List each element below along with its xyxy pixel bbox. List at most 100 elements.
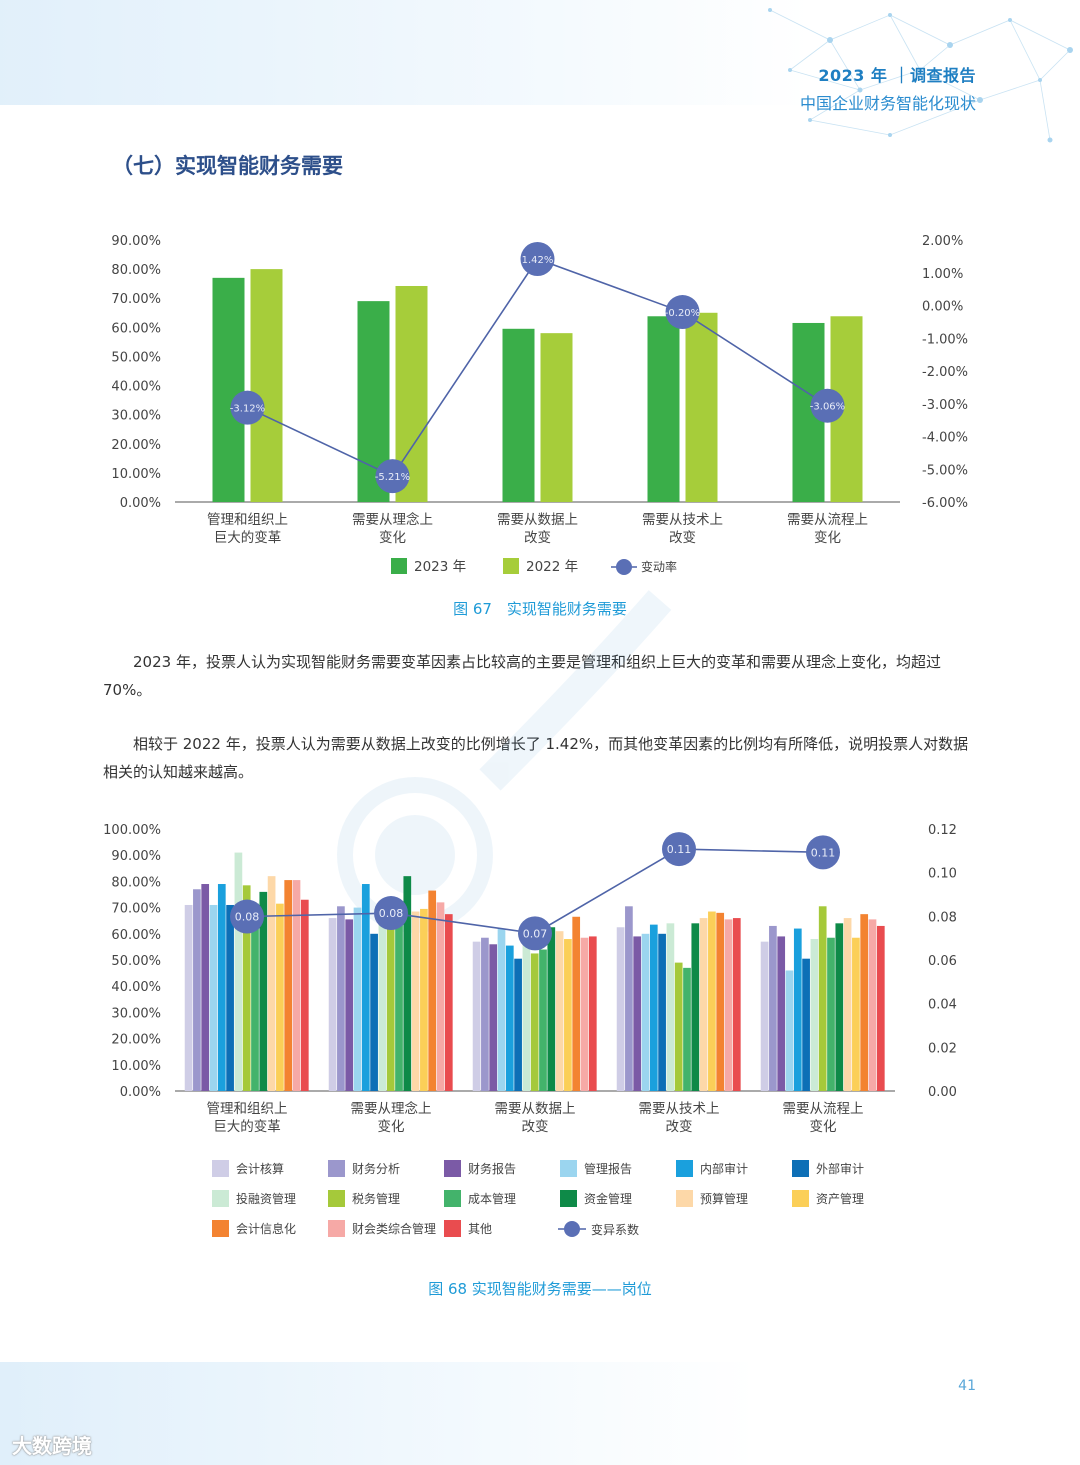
y2-tick-label: 2.00% bbox=[922, 234, 963, 249]
y-tick-label: 100.00% bbox=[103, 823, 161, 838]
y-tick-label: 20.00% bbox=[111, 1033, 161, 1048]
y-tick-label: 30.00% bbox=[111, 1006, 161, 1021]
y2-tick-label: 1.00% bbox=[922, 267, 963, 282]
bar-投融资管理 bbox=[666, 923, 675, 1091]
bar-成本管理 bbox=[683, 967, 691, 1091]
page-number: 41 bbox=[958, 1378, 976, 1394]
legend-item: 外部审计 bbox=[792, 1160, 864, 1177]
bar-会计核算 bbox=[472, 941, 481, 1091]
y2-tick-label: -4.00% bbox=[922, 431, 968, 446]
legend-label: 税务管理 bbox=[352, 1192, 401, 1206]
bar-会计信息化 bbox=[284, 880, 293, 1091]
bar-资金管理 bbox=[259, 891, 268, 1091]
legend-label: 资产管理 bbox=[816, 1192, 865, 1206]
change-rate-label: 1.42% bbox=[522, 255, 554, 266]
bar-资产管理 bbox=[420, 908, 428, 1091]
y-tick-label: 30.00% bbox=[111, 409, 161, 424]
bar-会计核算 bbox=[760, 941, 769, 1091]
y2-tick-label: -2.00% bbox=[922, 365, 968, 380]
y2-tick-label: 0.00 bbox=[928, 1085, 957, 1100]
cv-label: 0.08 bbox=[379, 907, 404, 920]
legend-swatch bbox=[444, 1190, 461, 1207]
header-band bbox=[0, 0, 1080, 105]
legend-label: 外部审计 bbox=[816, 1162, 865, 1176]
bar-内部审计 bbox=[217, 884, 226, 1091]
x-tick-label: 变化 bbox=[378, 1119, 405, 1135]
y-tick-label: 0.00% bbox=[120, 496, 161, 511]
change-rate-marker bbox=[230, 390, 265, 425]
legend-swatch bbox=[328, 1220, 345, 1237]
bar-管理报告 bbox=[353, 907, 362, 1091]
y2-tick-label: -5.00% bbox=[922, 463, 968, 478]
legend-label-2022: 2022 年 bbox=[526, 559, 578, 575]
legend-item: 预算管理 bbox=[676, 1190, 748, 1207]
y2-tick-label: 0.04 bbox=[928, 998, 957, 1013]
bar-税务管理 bbox=[674, 962, 683, 1091]
bar-预算管理 bbox=[267, 876, 276, 1091]
bar-成本管理 bbox=[251, 903, 259, 1091]
chart-68-caption: 图 68 实现智能财务需要——岗位 bbox=[428, 1280, 652, 1298]
change-rate-line bbox=[247, 258, 828, 478]
bar-财务报告 bbox=[345, 919, 354, 1091]
x-tick-label: 需要从流程上 bbox=[787, 512, 868, 528]
y2-tick-label: -1.00% bbox=[922, 332, 968, 347]
bar-外部审计 bbox=[226, 904, 234, 1091]
x-tick-label: 需要从理念上 bbox=[351, 1100, 432, 1117]
bar-成本管理 bbox=[395, 920, 403, 1091]
y-tick-label: 80.00% bbox=[111, 263, 161, 278]
cv-label: 0.11 bbox=[811, 846, 836, 859]
y2-tick-label: 0.02 bbox=[928, 1041, 957, 1056]
bar-会计信息化 bbox=[860, 914, 869, 1091]
y2-tick-label: 0.08 bbox=[928, 910, 957, 925]
y-tick-label: 10.00% bbox=[111, 467, 161, 482]
legend-label: 会计信息化 bbox=[236, 1222, 297, 1236]
legend-item: 会计信息化 bbox=[212, 1220, 296, 1237]
bar-管理报告 bbox=[785, 970, 794, 1091]
y-tick-label: 70.00% bbox=[111, 292, 161, 307]
legend-label: 内部审计 bbox=[700, 1162, 749, 1176]
cv-marker bbox=[374, 896, 408, 931]
legend-marker-change-rate bbox=[616, 559, 632, 575]
bar-财会类综合管理 bbox=[868, 919, 877, 1091]
change-rate-label: -0.20% bbox=[665, 308, 700, 319]
bar-税务管理 bbox=[242, 885, 251, 1091]
bar-2022 bbox=[685, 312, 718, 502]
paragraph-2: 相较于 2022 年，投票人认为需要从数据上改变的比例增长了 1.42%，而其他… bbox=[103, 735, 969, 781]
network-mesh-decoration bbox=[768, 8, 1073, 143]
brand-logo: 大数跨境 bbox=[12, 1434, 92, 1458]
x-tick-label: 管理和组织上 bbox=[207, 512, 288, 528]
change-rate-label: -5.21% bbox=[375, 472, 410, 483]
legend-label-2023: 2023 年 bbox=[414, 559, 466, 575]
bar-管理报告 bbox=[497, 928, 506, 1091]
section-title: （七）实现智能财务需要 bbox=[112, 154, 343, 178]
legend-label: 管理报告 bbox=[584, 1162, 633, 1176]
y-tick-label: 50.00% bbox=[111, 350, 161, 365]
legend-label: 财会类综合管理 bbox=[352, 1222, 437, 1236]
header-year: 2023 年 ｜调查报告 bbox=[818, 66, 976, 85]
bar-财务分析 bbox=[481, 937, 489, 1091]
bar-资金管理 bbox=[691, 923, 700, 1091]
cv-marker bbox=[518, 916, 552, 951]
cv-marker bbox=[806, 835, 840, 870]
legend-swatch bbox=[212, 1160, 229, 1177]
bar-会计核算 bbox=[184, 904, 193, 1091]
bar-财务分析 bbox=[625, 906, 633, 1091]
legend-label: 其他 bbox=[468, 1222, 493, 1236]
legend-item: 财会类综合管理 bbox=[328, 1220, 436, 1237]
bar-预算管理 bbox=[843, 918, 852, 1091]
x-tick-label: 改变 bbox=[524, 530, 551, 546]
cv-label: 0.07 bbox=[523, 927, 548, 940]
legend-swatch bbox=[560, 1160, 577, 1177]
x-tick-label: 改变 bbox=[666, 1119, 693, 1135]
bar-会计信息化 bbox=[716, 912, 725, 1091]
bar-资产管理 bbox=[276, 903, 284, 1091]
bar-资金管理 bbox=[403, 876, 412, 1091]
cv-label: 0.11 bbox=[667, 843, 692, 856]
legend-swatch bbox=[792, 1190, 809, 1207]
legend-item: 财务报告 bbox=[444, 1160, 516, 1177]
bar-其他 bbox=[588, 936, 597, 1091]
bar-预算管理 bbox=[699, 918, 708, 1091]
bar-预算管理 bbox=[411, 911, 420, 1091]
x-tick-label: 巨大的变革 bbox=[214, 530, 282, 546]
cv-marker bbox=[662, 832, 696, 867]
